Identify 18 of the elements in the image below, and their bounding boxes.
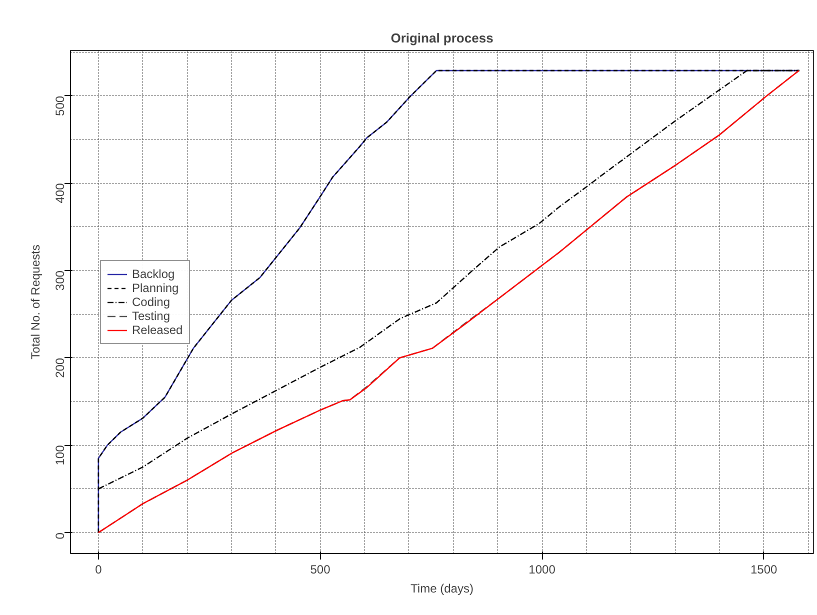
- x-tick-label: 0: [95, 562, 102, 576]
- y-tick-label: 300: [53, 270, 67, 291]
- legend-label: Planning: [132, 280, 179, 294]
- legend-label: Backlog: [132, 266, 175, 280]
- x-tick-label: 500: [310, 562, 331, 576]
- legend-label: Testing: [132, 308, 170, 322]
- y-tick-label: 0: [53, 532, 67, 540]
- chart-title: Original process: [390, 30, 494, 46]
- x-tick-label: 1000: [528, 562, 556, 576]
- y-tick-label: 400: [53, 182, 67, 204]
- legend-label: Coding: [132, 294, 170, 308]
- y-tick-label: 200: [53, 358, 67, 378]
- x-axis-title: Time (days): [410, 582, 474, 596]
- y-tick-label: 500: [53, 96, 67, 116]
- legend-label: Released: [132, 322, 183, 336]
- y-axis-title: Total No. of Requests: [28, 244, 42, 360]
- y-tick-label: 100: [53, 444, 67, 466]
- x-tick-label: 1500: [750, 562, 778, 576]
